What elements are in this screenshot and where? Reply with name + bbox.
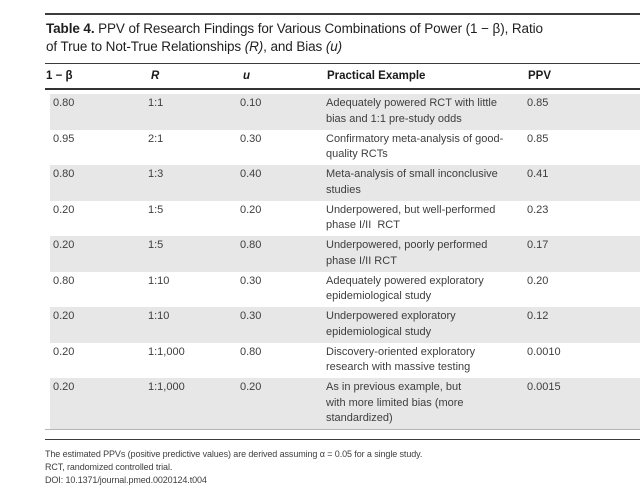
table-bottom-rule <box>45 429 640 430</box>
table-row: 0.20 1:1,000 0.20 As in previous example… <box>50 378 640 429</box>
footnote-doi: DOI: 10.1371/journal.pmed.0020124.t004 <box>45 475 207 485</box>
table-header-row: 1 − β R u Practical Example PPV <box>45 64 640 88</box>
table-row: 0.80 1:1 0.10 Adequately powered RCT wit… <box>50 94 640 130</box>
table-row: 0.80 1:3 0.40 Meta-analysis of small inc… <box>50 165 640 201</box>
cell-ppv: 0.85 <box>527 97 549 109</box>
footnotes: The estimated PPVs (positive predictive … <box>45 440 640 487</box>
table-number-label: Table 4. <box>46 21 95 36</box>
footnote-divider-rule <box>45 439 640 440</box>
cell-practical-example: As in previous example, but with more li… <box>326 381 464 424</box>
cell-ppv: 0.41 <box>527 168 549 180</box>
footnote-rct-abbreviation: RCT, randomized controlled trial. <box>45 462 173 472</box>
cell-power: 0.20 <box>53 310 75 322</box>
cell-power: 0.80 <box>53 274 75 287</box>
cell-practical-example: Meta-analysis of small inconclusive stud… <box>326 168 498 196</box>
header-divider-rule <box>45 88 640 90</box>
table-row: 0.20 1:5 0.80 Underpowered, poorly perfo… <box>50 236 640 272</box>
cell-power: 0.80 <box>53 168 75 180</box>
spacer <box>45 430 640 439</box>
cell-ratio: 1:1,000 <box>148 381 185 393</box>
cell-power: 0.80 <box>53 97 75 109</box>
table-title-text-2: , and Bias <box>263 38 326 54</box>
cell-power: 0.20 <box>53 381 75 393</box>
table-body: 0.80 1:1 0.10 Adequately powered RCT wit… <box>45 90 640 429</box>
table-top-rule <box>45 13 640 15</box>
cell-bias: 0.30 <box>240 274 262 287</box>
column-header-practical-example: Practical Example <box>327 70 426 82</box>
footnote-ppv-definition: The estimated PPVs (positive predictive … <box>45 449 423 459</box>
cell-bias: 0.20 <box>240 381 262 393</box>
column-header-u: u <box>243 70 251 82</box>
cell-ppv: 0.20 <box>527 274 549 287</box>
cell-ratio: 1:5 <box>148 239 164 251</box>
cell-bias: 0.20 <box>240 203 262 216</box>
cell-ppv: 0.85 <box>527 132 549 145</box>
cell-bias: 0.30 <box>240 132 262 145</box>
cell-bias: 0.80 <box>240 345 262 358</box>
cell-ratio: 1:10 <box>148 274 170 287</box>
table-title-text-1: PPV of Research Findings for Various Com… <box>46 21 543 54</box>
cell-ppv: 0.17 <box>527 239 549 251</box>
column-header-power: 1 − β <box>46 70 73 82</box>
cell-practical-example: Adequately powered exploratory epidemiol… <box>326 274 484 303</box>
title-divider-rule <box>45 63 640 64</box>
cell-practical-example: Underpowered, but well-performed phase I… <box>326 203 496 232</box>
cell-power: 0.20 <box>53 203 75 216</box>
column-header-r: R <box>151 70 160 82</box>
cell-power: 0.95 <box>53 132 75 145</box>
cell-practical-example: Underpowered exploratory epidemiological… <box>326 310 456 338</box>
cell-practical-example: Confirmatory meta-analysis of good- qual… <box>326 132 504 161</box>
cell-bias: 0.40 <box>240 168 262 180</box>
cell-practical-example: Underpowered, poorly performed phase I/I… <box>326 239 488 267</box>
cell-practical-example: Discovery-oriented exploratory research … <box>326 345 476 374</box>
table-title-r-symbol: (R) <box>244 38 264 54</box>
cell-ratio: 1:1,000 <box>148 345 185 358</box>
cell-bias: 0.30 <box>240 310 262 322</box>
cell-power: 0.20 <box>53 345 75 358</box>
cell-ppv: 0.12 <box>527 310 549 322</box>
cell-ratio: 1:1 <box>148 97 164 109</box>
table-figure: Table 4. PPV of Research Findings for Va… <box>45 13 640 487</box>
table-row: 0.20 1:5 0.20 Underpowered, but well-per… <box>50 201 640 237</box>
cell-ppv: 0.0015 <box>527 381 561 393</box>
cell-power: 0.20 <box>53 239 75 251</box>
table-row: 0.20 1:1,000 0.80 Discovery-oriented exp… <box>50 343 640 379</box>
cell-ppv: 0.23 <box>527 203 549 216</box>
cell-practical-example: Adequately powered RCT with little bias … <box>326 97 497 125</box>
cell-ratio: 1:3 <box>148 168 164 180</box>
table-row: 0.20 1:10 0.30 Underpowered exploratory … <box>50 307 640 343</box>
cell-bias: 0.10 <box>240 97 262 109</box>
cell-bias: 0.80 <box>240 239 262 251</box>
cell-ratio: 2:1 <box>148 132 164 145</box>
table-row: 0.95 2:1 0.30 Confirmatory meta-analysis… <box>50 130 640 166</box>
table-row: 0.80 1:10 0.30 Adequately powered explor… <box>50 272 640 308</box>
table-title: Table 4. PPV of Research Findings for Va… <box>45 15 640 63</box>
cell-ppv: 0.0010 <box>527 345 561 358</box>
column-header-ppv: PPV <box>528 70 552 82</box>
cell-ratio: 1:5 <box>148 203 164 216</box>
cell-ratio: 1:10 <box>148 310 170 322</box>
table-title-u-symbol: (u) <box>325 38 343 54</box>
